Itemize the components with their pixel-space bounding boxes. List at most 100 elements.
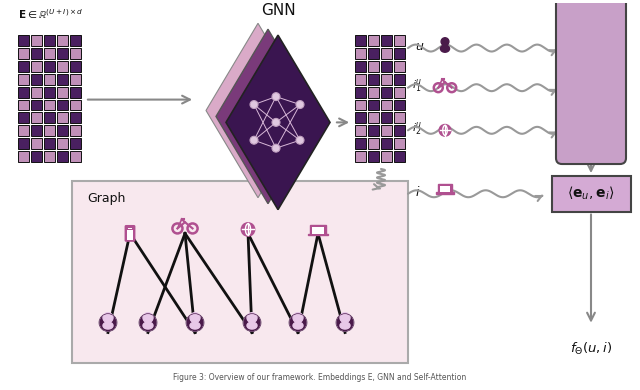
- Bar: [127, 230, 132, 239]
- Circle shape: [186, 314, 204, 332]
- Text: Figure 3: Overview of our framework. Embeddings E, GNN and Self-Attention: Figure 3: Overview of our framework. Emb…: [173, 373, 467, 382]
- Bar: [381, 48, 392, 59]
- Bar: [368, 151, 379, 162]
- Bar: [381, 99, 392, 110]
- Bar: [18, 99, 29, 110]
- Bar: [394, 151, 405, 162]
- Bar: [368, 35, 379, 46]
- Bar: [57, 35, 68, 46]
- Bar: [44, 99, 55, 110]
- Bar: [70, 125, 81, 136]
- Bar: [355, 87, 366, 98]
- Bar: [355, 99, 366, 110]
- Bar: [18, 125, 29, 136]
- Circle shape: [241, 223, 255, 236]
- Bar: [44, 125, 55, 136]
- Bar: [368, 87, 379, 98]
- Circle shape: [272, 119, 280, 126]
- Text: $\langle \mathbf{e}_u, \mathbf{e}_i \rangle$: $\langle \mathbf{e}_u, \mathbf{e}_i \ran…: [567, 185, 615, 202]
- Ellipse shape: [440, 45, 449, 52]
- Bar: [355, 138, 366, 149]
- Text: $i_2^u$: $i_2^u$: [412, 120, 422, 137]
- Circle shape: [296, 136, 304, 144]
- Circle shape: [340, 313, 350, 323]
- Bar: [394, 99, 405, 110]
- Circle shape: [296, 101, 304, 108]
- Circle shape: [293, 313, 303, 323]
- Bar: [18, 112, 29, 123]
- Bar: [368, 61, 379, 72]
- Bar: [312, 227, 324, 234]
- Bar: [18, 138, 29, 149]
- Bar: [394, 138, 405, 149]
- Bar: [368, 48, 379, 59]
- Bar: [31, 61, 42, 72]
- Bar: [355, 112, 366, 123]
- FancyBboxPatch shape: [72, 181, 408, 363]
- Bar: [355, 48, 366, 59]
- Bar: [57, 61, 68, 72]
- Bar: [18, 61, 29, 72]
- Bar: [394, 61, 405, 72]
- Circle shape: [336, 314, 354, 332]
- Bar: [381, 74, 392, 85]
- Bar: [18, 74, 29, 85]
- Circle shape: [272, 93, 280, 101]
- Bar: [381, 138, 392, 149]
- Ellipse shape: [103, 322, 113, 329]
- Bar: [44, 87, 55, 98]
- Bar: [368, 74, 379, 85]
- Polygon shape: [226, 35, 330, 209]
- Ellipse shape: [247, 322, 257, 329]
- Bar: [31, 48, 42, 59]
- Bar: [381, 35, 392, 46]
- Text: $\mathbf{E} \in \mathbb{R}^{(U+I)\times d}$: $\mathbf{E} \in \mathbb{R}^{(U+I)\times …: [18, 7, 83, 21]
- Polygon shape: [216, 29, 320, 204]
- FancyBboxPatch shape: [556, 0, 626, 164]
- Bar: [31, 87, 42, 98]
- Circle shape: [250, 101, 258, 108]
- Bar: [44, 112, 55, 123]
- Circle shape: [250, 136, 258, 144]
- Bar: [31, 151, 42, 162]
- Circle shape: [243, 314, 261, 332]
- Bar: [355, 61, 366, 72]
- Bar: [70, 74, 81, 85]
- Bar: [44, 151, 55, 162]
- Circle shape: [103, 313, 113, 323]
- Bar: [18, 48, 29, 59]
- Bar: [57, 138, 68, 149]
- Bar: [70, 35, 81, 46]
- Bar: [70, 99, 81, 110]
- Bar: [355, 35, 366, 46]
- Bar: [368, 125, 379, 136]
- Bar: [310, 225, 326, 234]
- Polygon shape: [206, 23, 310, 198]
- Text: $f_{\Theta}(u, i)$: $f_{\Theta}(u, i)$: [570, 340, 612, 356]
- Bar: [394, 74, 405, 85]
- Text: Graph: Graph: [87, 192, 125, 205]
- Bar: [31, 138, 42, 149]
- Circle shape: [441, 38, 449, 46]
- Circle shape: [139, 314, 157, 332]
- Bar: [31, 99, 42, 110]
- FancyBboxPatch shape: [552, 176, 630, 212]
- Bar: [31, 74, 42, 85]
- Bar: [355, 151, 366, 162]
- Bar: [394, 48, 405, 59]
- Circle shape: [247, 313, 257, 323]
- Text: $i$: $i$: [415, 185, 420, 199]
- Bar: [18, 35, 29, 46]
- Ellipse shape: [143, 322, 153, 329]
- Circle shape: [190, 313, 200, 323]
- Bar: [394, 35, 405, 46]
- Text: Self-Attention: Self-Attention: [584, 39, 598, 119]
- Bar: [394, 125, 405, 136]
- Bar: [57, 48, 68, 59]
- Bar: [438, 184, 452, 193]
- Bar: [368, 99, 379, 110]
- Bar: [128, 228, 132, 229]
- Bar: [57, 112, 68, 123]
- Bar: [70, 138, 81, 149]
- Bar: [44, 138, 55, 149]
